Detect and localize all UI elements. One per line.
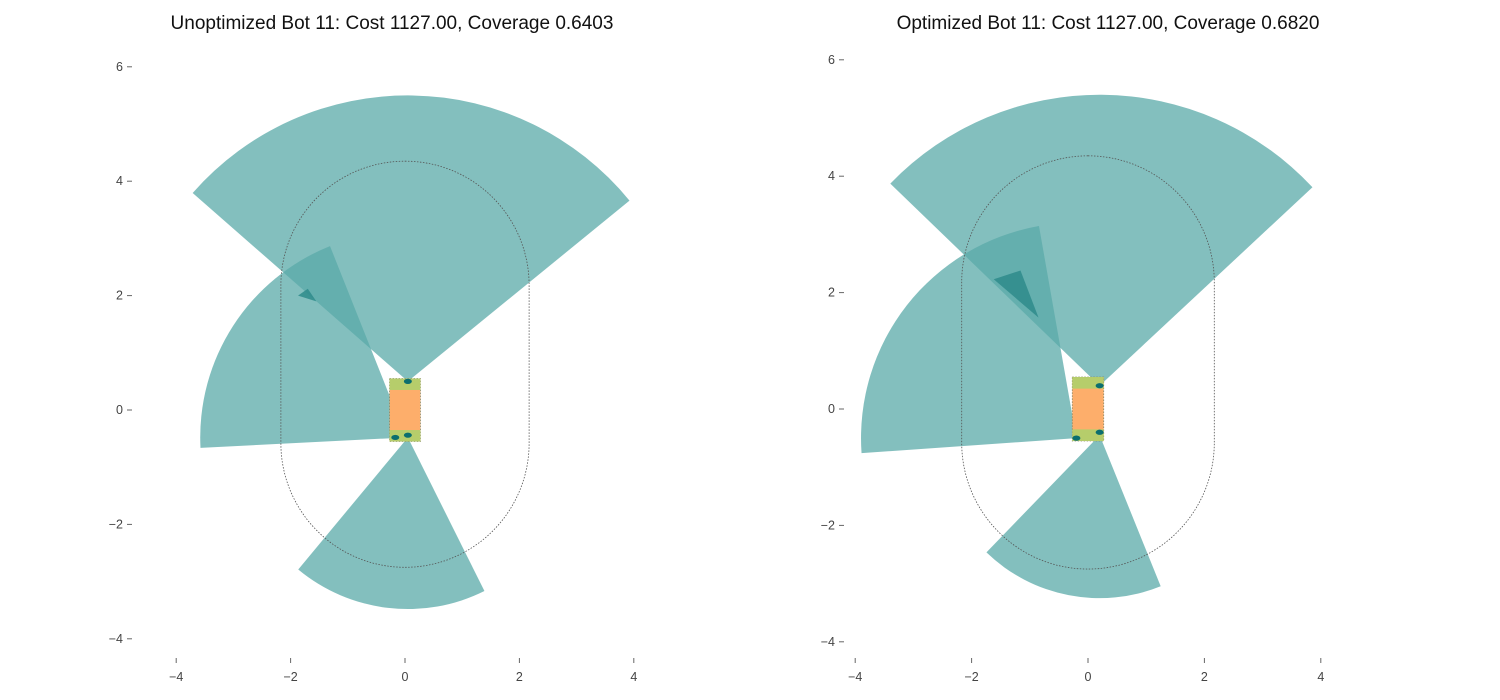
left-y-tick-label: 6 (116, 60, 123, 74)
left-sensor-marker-2 (391, 434, 400, 441)
left-x-tick-label: 2 (516, 670, 523, 684)
right-target-region-outline (961, 155, 1215, 570)
left-y-tick-label: 0 (116, 403, 123, 417)
right-x-tick-label: −4 (848, 670, 862, 684)
right-y-tick-label: 2 (828, 286, 835, 300)
left-x-tick-label: 0 (402, 670, 409, 684)
left-sensor-marker-1 (403, 378, 412, 384)
right-sensor-marker-2 (1072, 435, 1081, 441)
right-y-tick-label: 4 (828, 169, 835, 183)
right-sensor-sector-2 (861, 226, 1077, 454)
right-x-tick-label: −2 (964, 670, 978, 684)
right-plot-area (861, 94, 1313, 599)
right-sensor-marker-1 (1095, 383, 1104, 389)
left-x-tick-label: 4 (630, 670, 637, 684)
right-y-tick-label: 0 (828, 402, 835, 416)
left-sensor-sector-3 (298, 437, 485, 610)
left-x-tick-label: −4 (169, 670, 183, 684)
left-sensor-zone-1 (389, 378, 421, 390)
right-chart-panel: Optimized Bot 11: Cost 1127.00, Coverage… (821, 13, 1325, 684)
left-sensor-marker-3 (403, 432, 412, 438)
left-target-region-outline (280, 160, 530, 568)
right-sensor-sector-1 (890, 94, 1313, 386)
left-sensor-sector-1 (192, 95, 630, 382)
right-sector-overlap (993, 270, 1039, 318)
right-sensor-zone-1 (1072, 376, 1104, 389)
right-sensor-zone-2 (1072, 429, 1104, 442)
left-chart-panel: Unoptimized Bot 11: Cost 1127.00, Covera… (109, 13, 638, 684)
left-y-tick-label: 4 (116, 174, 123, 188)
left-y-tick-label: −4 (109, 632, 123, 646)
left-y-tick-label: 2 (116, 289, 123, 303)
left-plot-area (192, 95, 630, 610)
right-x-tick-label: 2 (1201, 670, 1208, 684)
right-x-tick-label: 4 (1317, 670, 1324, 684)
left-y-tick-label: −2 (109, 517, 123, 531)
right-y-tick-label: −4 (821, 635, 835, 649)
right-x-tick-label: 0 (1085, 670, 1092, 684)
right-y-tick-label: 6 (828, 53, 835, 67)
right-sensor-sector-3 (986, 435, 1161, 599)
left-sector-overlap (298, 288, 317, 302)
left-x-tick-label: −2 (283, 670, 297, 684)
left-sensor-sector-2 (200, 246, 407, 448)
right-chart-title: Optimized Bot 11: Cost 1127.00, Coverage… (897, 13, 1320, 34)
right-sensor-marker-3 (1095, 429, 1104, 435)
left-chart-title: Unoptimized Bot 11: Cost 1127.00, Covera… (171, 13, 614, 34)
right-y-tick-label: −2 (821, 518, 835, 532)
